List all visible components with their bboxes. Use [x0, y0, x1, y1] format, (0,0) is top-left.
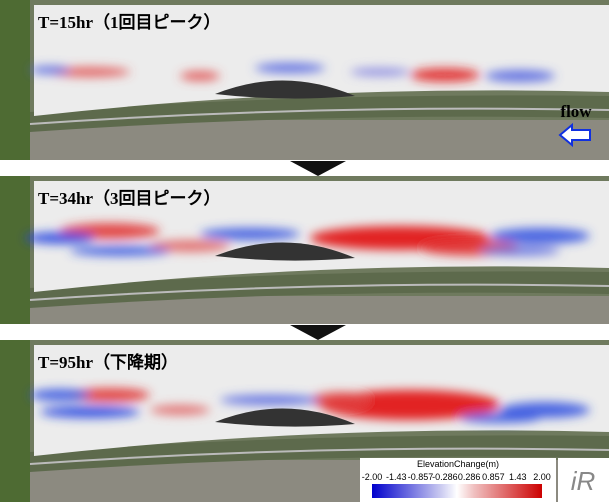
sandbar: [215, 242, 355, 261]
flow-label: flow: [560, 102, 592, 121]
colorbar-tick-label: -0.286: [432, 472, 458, 482]
change-blob: [220, 395, 320, 405]
colorbar-tick-label: -2.00: [362, 472, 383, 482]
change-blob: [410, 68, 480, 82]
colorbar-ticks: -2.00 -1.43 -0.857-0.286 0.286 0.857 1.43 2.00: [362, 472, 551, 482]
result-panel: T=15hr（1回目ピーク）: [0, 0, 609, 160]
road: [30, 271, 609, 308]
change-blob: [350, 68, 410, 76]
left-strip: [0, 0, 30, 160]
logo: iR: [571, 466, 596, 496]
colorbar: ElevationChange(m) -2.00 -1.43 -0.857-0.28…: [360, 458, 556, 502]
change-blob: [25, 232, 95, 244]
change-blob: [70, 246, 170, 256]
panel-title: T=15hr（1回目ピーク）: [38, 12, 221, 32]
panel-title: T=34hr（3回目ピーク）: [38, 188, 221, 208]
sandbar: [215, 408, 355, 427]
change-blob: [310, 392, 370, 408]
change-blob: [480, 246, 560, 256]
flow-arrow: [558, 122, 591, 148]
river-domain: [34, 5, 609, 116]
result-panel: T=95hr（下降期）: [0, 340, 609, 502]
colorbar-gradient: [372, 484, 542, 498]
change-blob: [180, 71, 220, 81]
change-blob: [460, 413, 540, 423]
change-blob: [30, 66, 70, 74]
result-panel: T=34hr（3回目ピーク）: [0, 176, 609, 324]
colorbar-tick-label: 1.43: [509, 472, 527, 482]
change-blob: [485, 70, 555, 82]
road-line: [29, 447, 609, 465]
road-line: [29, 283, 609, 301]
change-blob: [255, 63, 325, 73]
colorbar-tick-label: 0.286: [458, 472, 481, 482]
colorbar-tick-label: -1.43: [386, 472, 407, 482]
flow-indicator: flow: [558, 102, 592, 148]
elevation-change: [25, 223, 590, 256]
sandbar: [215, 80, 355, 99]
elevation-change: [30, 388, 590, 423]
elevation-change: [30, 63, 555, 82]
colorbar-title: ElevationChange(m): [417, 459, 499, 469]
left-strip: [0, 340, 30, 502]
change-blob: [30, 389, 90, 401]
change-blob: [200, 228, 300, 240]
colorbar-tick-label: 0.857: [482, 472, 505, 482]
arrow-down: [290, 161, 346, 176]
colorbar-tick-label: -0.857: [408, 472, 434, 482]
colorbar-tick-label: 2.00: [533, 472, 551, 482]
road: [30, 435, 609, 472]
urban-area: [30, 120, 609, 160]
left-strip: [0, 176, 30, 324]
logo-bg: [558, 458, 609, 502]
arrow-down: [290, 325, 346, 340]
change-blob: [150, 405, 210, 415]
change-blob: [50, 67, 130, 77]
road: [30, 95, 609, 132]
change-blob: [150, 240, 230, 252]
change-blob: [490, 228, 590, 244]
change-blob: [40, 406, 140, 418]
panel-title: T=95hr（下降期）: [38, 352, 178, 372]
change-blob: [70, 388, 150, 402]
road-line: [29, 107, 609, 125]
